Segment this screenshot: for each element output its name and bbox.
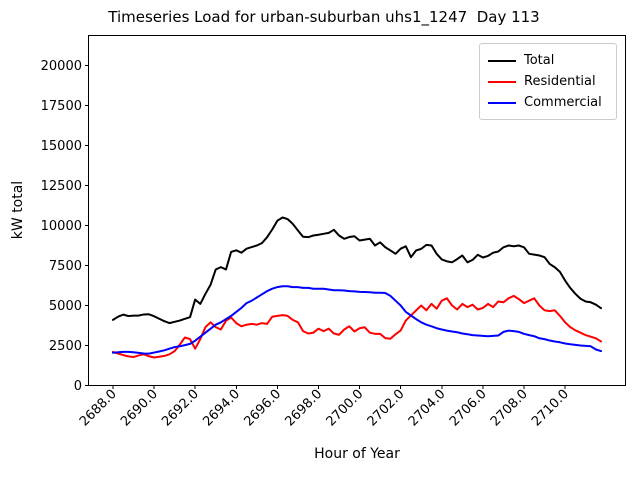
commercial-line-swatch: [488, 101, 516, 104]
legend-label-residential: Residential: [524, 74, 596, 89]
y-tick-label: 5000: [49, 299, 82, 314]
y-tick-label: 15000: [41, 139, 82, 154]
y-tick-label: 0: [74, 379, 82, 394]
y-tick-label: 17500: [41, 99, 82, 114]
x-tick-label: 2700.0: [324, 387, 367, 430]
legend: Total Residential Commercial: [479, 43, 617, 120]
x-tick-label: 2710.0: [529, 387, 572, 430]
x-tick-label: 2694.0: [200, 387, 243, 430]
y-axis-label: kW total: [10, 180, 26, 240]
series-line-residential: [111, 294, 603, 359]
legend-item-residential: Residential: [488, 71, 608, 92]
y-tick-label: 7500: [49, 259, 82, 274]
x-tick-label: 2690.0: [118, 387, 161, 430]
y-tick-label: 10000: [41, 219, 82, 234]
series-line-total: [111, 216, 603, 325]
legend-item-commercial: Commercial: [488, 92, 608, 113]
legend-item-total: Total: [488, 50, 608, 71]
x-axis-label: Hour of Year: [314, 446, 400, 462]
legend-label-commercial: Commercial: [524, 95, 602, 110]
series-line-commercial: [111, 285, 603, 355]
x-tick-label: 2696.0: [241, 387, 284, 430]
x-tick-label: 2706.0: [447, 387, 490, 430]
legend-label-total: Total: [524, 53, 555, 68]
x-tick-label: 2708.0: [488, 387, 531, 430]
total-line-swatch: [488, 59, 516, 62]
y-tick-label: 12500: [41, 179, 82, 194]
x-tick-label: 2692.0: [159, 387, 202, 430]
axes-frame: [88, 35, 626, 386]
x-tick-label: 2704.0: [406, 387, 449, 430]
residential-line-swatch: [488, 80, 516, 83]
x-tick-label: 2702.0: [365, 387, 408, 430]
chart-title: Timeseries Load for urban-suburban uhs1_…: [108, 8, 540, 26]
x-tick-label: 2688.0: [77, 387, 120, 430]
y-tick-label: 20000: [41, 59, 82, 74]
y-tick-label: 2500: [49, 339, 82, 354]
x-tick-label: 2698.0: [283, 387, 326, 430]
